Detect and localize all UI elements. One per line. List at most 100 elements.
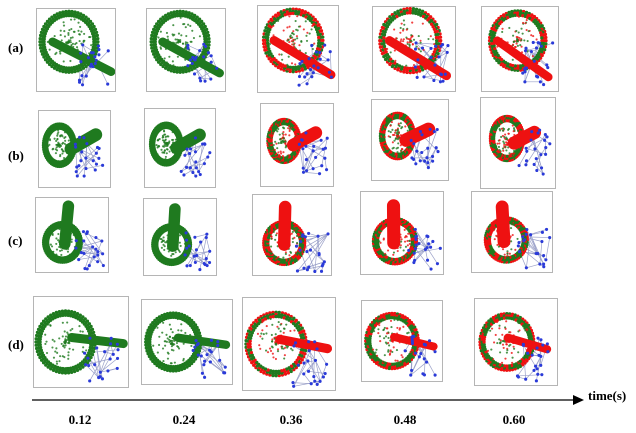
ring-particle bbox=[315, 30, 320, 34]
ring-particle bbox=[288, 65, 293, 69]
torus-ring bbox=[144, 311, 203, 373]
snapshot-render bbox=[262, 200, 330, 274]
ring-particle bbox=[165, 148, 169, 151]
ring-particle bbox=[278, 153, 281, 157]
ring-particle bbox=[69, 314, 73, 318]
ring-particle bbox=[55, 253, 58, 256]
skeleton-node bbox=[418, 130, 423, 134]
rod-body bbox=[167, 203, 181, 252]
skeleton-node bbox=[329, 75, 333, 79]
ring-particle bbox=[61, 152, 64, 155]
ring-particle bbox=[63, 35, 67, 38]
skeleton-node bbox=[415, 75, 419, 79]
skeleton-node bbox=[430, 154, 435, 159]
ring-particle bbox=[39, 332, 44, 336]
ring-particle bbox=[181, 14, 185, 18]
ring-particle bbox=[184, 26, 187, 29]
ring-particle bbox=[177, 347, 181, 350]
ring-particle bbox=[52, 147, 55, 150]
ring-particle bbox=[294, 19, 297, 23]
ring-particle bbox=[55, 143, 58, 146]
ring-particle bbox=[409, 37, 412, 41]
skeleton-node bbox=[438, 246, 442, 250]
ring-particle bbox=[72, 348, 75, 351]
ring-particle bbox=[511, 222, 514, 225]
ring-particle bbox=[404, 245, 408, 248]
skeleton-link bbox=[85, 147, 98, 159]
ring-particle bbox=[91, 48, 95, 52]
ring-particle bbox=[295, 35, 299, 38]
ring-particle bbox=[192, 36, 196, 40]
skeleton-node bbox=[301, 147, 305, 151]
skeleton-node bbox=[322, 260, 326, 264]
skeleton-node bbox=[74, 145, 78, 149]
ring-particle bbox=[168, 150, 171, 153]
ring-particle bbox=[538, 28, 542, 32]
skeleton-link bbox=[438, 52, 448, 58]
rod-body bbox=[495, 200, 511, 249]
snapshot-panel bbox=[144, 108, 216, 188]
ring-particle bbox=[63, 131, 67, 134]
ring-particle bbox=[517, 15, 520, 18]
ring-particle bbox=[501, 27, 504, 30]
skeleton-node bbox=[409, 138, 413, 143]
ring-particle bbox=[399, 122, 402, 125]
ring-particle bbox=[286, 63, 289, 66]
ring-particle bbox=[495, 234, 498, 237]
snapshot-render bbox=[41, 200, 105, 271]
ring-particle bbox=[305, 34, 308, 37]
ring-particle bbox=[433, 30, 437, 34]
ring-particle bbox=[175, 14, 180, 18]
skeleton-node bbox=[532, 162, 536, 167]
ring-particle bbox=[511, 124, 514, 127]
skeleton-node bbox=[96, 260, 100, 264]
ring-particle bbox=[290, 232, 293, 235]
ring-particle bbox=[427, 37, 430, 41]
skeleton-node bbox=[198, 76, 202, 80]
ring-particle bbox=[410, 36, 413, 39]
torus-ring bbox=[261, 7, 325, 74]
ring-particle bbox=[38, 343, 42, 347]
ring-particle bbox=[382, 33, 387, 37]
rod-body bbox=[384, 36, 452, 81]
ring-particle bbox=[87, 351, 91, 355]
ring-particle bbox=[40, 351, 44, 355]
ring-particle bbox=[506, 137, 509, 140]
ring-particle bbox=[69, 41, 72, 44]
skeleton-node bbox=[202, 142, 207, 146]
skeleton-node bbox=[432, 78, 436, 83]
snapshot-panel bbox=[480, 97, 556, 189]
ring-particle bbox=[410, 237, 414, 241]
ring-particle bbox=[42, 42, 46, 47]
skeleton-link bbox=[199, 237, 207, 270]
ring-particle bbox=[78, 33, 81, 36]
ring-particle bbox=[67, 139, 70, 142]
skeleton-node bbox=[184, 238, 189, 242]
skeleton-node bbox=[538, 41, 542, 45]
ring-particle bbox=[38, 345, 43, 350]
ring-particle bbox=[71, 327, 74, 330]
skeleton-node bbox=[115, 356, 120, 360]
skeleton-node bbox=[86, 56, 91, 60]
snapshot-render bbox=[371, 199, 442, 271]
skeleton-node bbox=[199, 79, 203, 83]
skeleton-node bbox=[305, 82, 309, 86]
ring-particle bbox=[498, 148, 501, 152]
skeleton-link bbox=[314, 236, 319, 272]
skeleton-node bbox=[319, 269, 324, 273]
ring-particle bbox=[202, 34, 207, 39]
ring-particle bbox=[288, 25, 291, 28]
skeleton-node bbox=[115, 342, 119, 346]
skeleton-node bbox=[422, 75, 426, 79]
ring-particle bbox=[286, 65, 290, 69]
skeleton-node bbox=[539, 44, 543, 48]
skeleton-link bbox=[83, 240, 104, 266]
ring-particle bbox=[503, 142, 506, 145]
snapshot-panel bbox=[143, 198, 217, 276]
ring-particle bbox=[270, 250, 273, 253]
ring-particle bbox=[173, 33, 176, 36]
ring-particle bbox=[513, 13, 517, 17]
skeleton-link bbox=[187, 45, 200, 51]
ring-particle bbox=[280, 140, 283, 143]
skeleton-node bbox=[182, 173, 186, 177]
